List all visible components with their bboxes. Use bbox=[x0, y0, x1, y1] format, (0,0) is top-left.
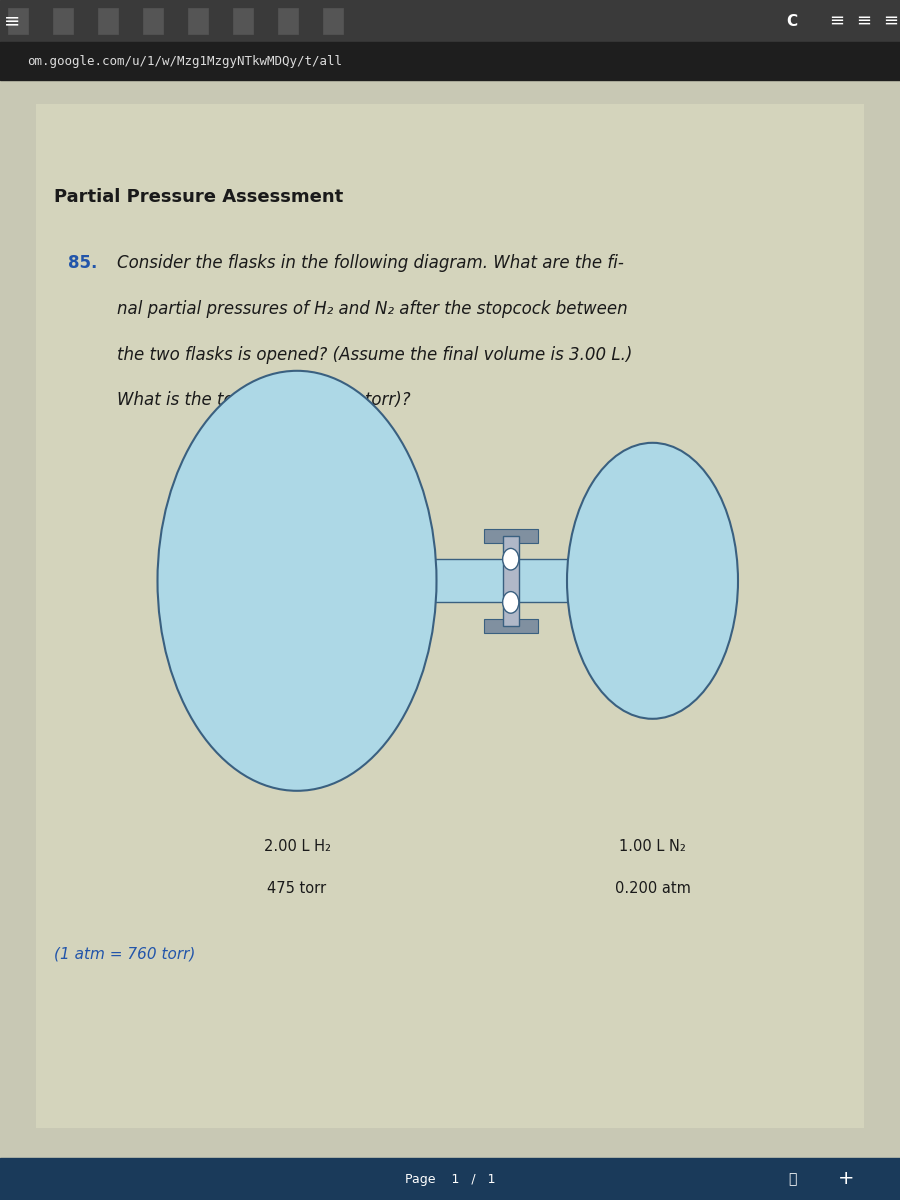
Bar bbox=[233, 7, 253, 34]
Circle shape bbox=[502, 592, 518, 613]
Text: C: C bbox=[787, 13, 797, 29]
Bar bbox=[323, 7, 343, 34]
Text: Partial Pressure Assessment: Partial Pressure Assessment bbox=[54, 188, 343, 206]
Ellipse shape bbox=[158, 371, 436, 791]
Text: +: + bbox=[838, 1170, 854, 1188]
Bar bbox=[278, 7, 298, 34]
Circle shape bbox=[502, 548, 518, 570]
Text: Page    1   /   1: Page 1 / 1 bbox=[405, 1172, 495, 1186]
Bar bbox=[428, 559, 576, 602]
Bar bbox=[0, 42, 900, 80]
Text: Consider the flasks in the following diagram. What are the fi-: Consider the flasks in the following dia… bbox=[117, 254, 624, 272]
Bar bbox=[53, 7, 73, 34]
Text: ≡: ≡ bbox=[857, 12, 871, 30]
Bar bbox=[0, 1158, 900, 1200]
Text: the two flasks is opened? (Assume the final volume is 3.00 L.): the two flasks is opened? (Assume the fi… bbox=[117, 346, 633, 364]
Text: 2.00 L H₂: 2.00 L H₂ bbox=[264, 839, 330, 854]
Text: ≡: ≡ bbox=[884, 12, 898, 30]
Bar bbox=[36, 104, 864, 1128]
Text: 1.00 L N₂: 1.00 L N₂ bbox=[619, 839, 686, 854]
Bar bbox=[484, 529, 538, 542]
Text: (1 atm = 760 torr): (1 atm = 760 torr) bbox=[54, 947, 195, 962]
Text: What is the total pressure (in torr)?: What is the total pressure (in torr)? bbox=[117, 391, 410, 409]
Bar bbox=[484, 619, 538, 634]
Bar bbox=[98, 7, 118, 34]
Ellipse shape bbox=[567, 443, 738, 719]
Text: 🔍: 🔍 bbox=[788, 1172, 796, 1186]
Text: 0.200 atm: 0.200 atm bbox=[615, 881, 690, 896]
Text: om.google.com/u/1/w/Mzg1MzgyNTkwMDQy/t/all: om.google.com/u/1/w/Mzg1MzgyNTkwMDQy/t/a… bbox=[27, 55, 342, 67]
Text: 85.: 85. bbox=[68, 254, 97, 272]
Bar bbox=[188, 7, 208, 34]
Text: ≡: ≡ bbox=[4, 12, 20, 30]
Bar bbox=[143, 7, 163, 34]
Bar bbox=[0, 0, 900, 42]
Text: nal partial pressures of H₂ and N₂ after the stopcock between: nal partial pressures of H₂ and N₂ after… bbox=[117, 300, 627, 318]
Bar bbox=[502, 536, 518, 626]
Bar bbox=[8, 7, 28, 34]
Text: ≡: ≡ bbox=[830, 12, 844, 30]
Text: 475 torr: 475 torr bbox=[267, 881, 327, 896]
